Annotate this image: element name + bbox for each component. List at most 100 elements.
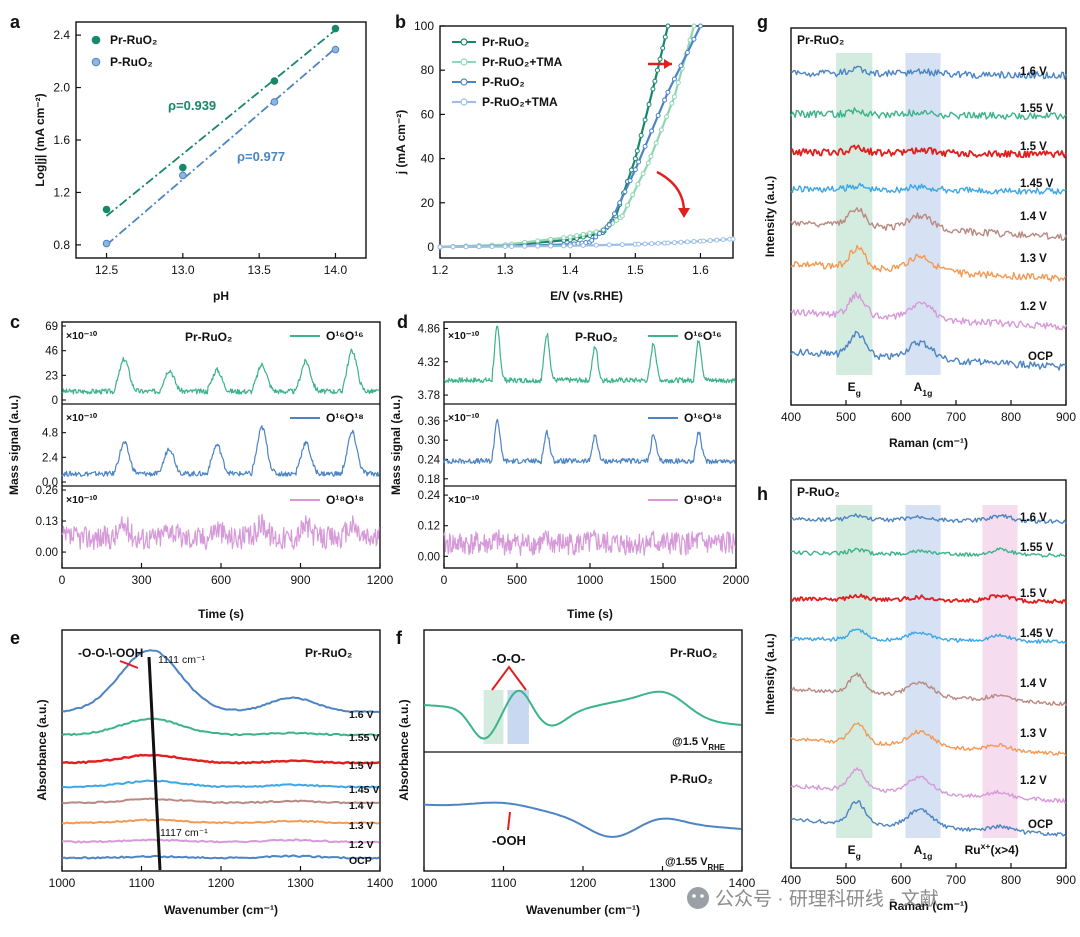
panel-b-marker-0 xyxy=(646,101,652,107)
panel-d-title-part: P-RuO₂ xyxy=(575,330,618,344)
panel-e-curve-label: 1.45 V xyxy=(349,784,379,796)
panel-h-band-label-eg-part: E xyxy=(848,843,856,857)
panel-h-curve-label: 1.3 V xyxy=(1020,728,1047,740)
panel-g-curve-7 xyxy=(790,330,1067,371)
panel-a-point-0 xyxy=(270,77,279,85)
panel-g-curve-6 xyxy=(790,291,1067,331)
panel-f-note-pointer xyxy=(491,665,527,691)
panel-h-curve-label: 1.6 V xyxy=(1020,512,1047,524)
panel-e-annotation-pointer xyxy=(119,660,139,669)
panel-e-xtick-label: 1200 xyxy=(208,876,235,890)
panel-c-xtick-label: 600 xyxy=(211,573,231,587)
panel-b-marker-1 xyxy=(587,230,593,236)
panel-c-ytick-label: 0.13 xyxy=(36,516,58,528)
panel-b-ytick-label: 60 xyxy=(421,107,435,121)
panel-b-ytick-label: 80 xyxy=(421,63,435,77)
panel-b-marker-1 xyxy=(664,114,670,120)
panel-e-xtick-label: 1000 xyxy=(49,876,76,890)
panel-c-trace-2 xyxy=(61,513,380,551)
panel-g-label: g xyxy=(757,12,768,32)
panel-b-ytick-label: 100 xyxy=(414,19,434,33)
panel-b-marker-2 xyxy=(636,159,642,165)
panel-c-ylabel: Mass signal (a.u.) xyxy=(7,395,21,495)
panel-b-legend-entry: P-RuO₂ xyxy=(482,75,525,89)
panel-c-trace-0 xyxy=(61,348,380,395)
panel-b-marker-2 xyxy=(662,97,668,103)
panel-b-marker-3 xyxy=(665,240,671,246)
panel-a-label: a xyxy=(10,12,21,32)
panel-h-xtick-label: 800 xyxy=(1001,873,1021,887)
panel-b-marker-3 xyxy=(714,237,720,243)
panel-b-marker-1 xyxy=(645,160,651,166)
panel-c-legend-entry: O¹⁶O¹⁶ xyxy=(326,329,364,343)
panel-b-ytick-label: 20 xyxy=(421,196,435,210)
panel-f-xtick-label: 1400 xyxy=(729,876,756,890)
panel-h-curve-3 xyxy=(790,628,1067,644)
panel-b-marker-2 xyxy=(600,227,606,233)
panel-e-curve-label: 1.4 V xyxy=(349,800,374,812)
panel-d-xtick-label: 500 xyxy=(507,573,527,587)
panel-h-curve-label: 1.4 V xyxy=(1020,678,1047,690)
panel-d-xtick-label: 2000 xyxy=(723,573,750,587)
panel-b-marker-3 xyxy=(437,244,443,250)
panel-f-potential-bottom-part: RHE xyxy=(708,863,725,872)
panel-b-xtick-label: 1.4 xyxy=(562,263,579,277)
panel-b-marker-3 xyxy=(655,240,661,246)
panel-b-marker-2 xyxy=(649,128,655,134)
panel-e-xtick-label: 1400 xyxy=(367,876,394,890)
panel-d-title: P-RuO₂ xyxy=(575,330,618,344)
panel-a-xtick-label: 14.0 xyxy=(324,263,348,277)
panel-h-band-label-a1g: A1g xyxy=(914,843,933,861)
panel-b-marker-2 xyxy=(589,237,595,243)
panel-b-marker-3 xyxy=(502,244,508,250)
panel-f-title-bottom-part: P-RuO₂ xyxy=(670,772,713,786)
panel-f-band-green xyxy=(483,690,504,744)
panel-a-fit-1 xyxy=(105,47,337,246)
panel-g-band-eg xyxy=(836,53,873,375)
panel-a-ytick-label: 2.0 xyxy=(53,81,70,95)
panel-b-marker-3 xyxy=(720,237,726,243)
panel-d-xlabel: Time (s) xyxy=(567,607,613,621)
panel-f-note-oo: -O-O- xyxy=(492,651,525,666)
panel-a-ylabel: Log|j| (mA cm⁻²) xyxy=(33,93,47,186)
panel-a-xtick-label: 13.5 xyxy=(247,263,271,277)
panel-d-ytick-label: 4.86 xyxy=(418,323,440,335)
panel-e-title: Pr-RuO₂ xyxy=(305,646,352,660)
panel-d-ytick-label: 4.32 xyxy=(418,357,440,369)
panel-b-marker-2 xyxy=(678,63,684,69)
panel-b-marker-3 xyxy=(522,243,528,249)
panel-b-legend-entry: Pr-RuO₂ xyxy=(482,35,529,49)
panel-b-marker-0 xyxy=(652,78,658,84)
panel-b-marker-1 xyxy=(658,127,664,133)
panel-b-legend-marker xyxy=(460,38,468,46)
panel-b-marker-0 xyxy=(638,132,644,138)
panel-b-marker-3 xyxy=(684,239,690,245)
panel-b-marker-2 xyxy=(632,167,638,173)
panel-g-curve-label: 1.4 V xyxy=(1020,211,1047,223)
panel-b-marker-2 xyxy=(627,178,633,184)
panel-e-curve-4 xyxy=(61,797,380,805)
panel-b-legend-marker xyxy=(460,78,468,86)
panel-d-xtick-label: 0 xyxy=(441,573,448,587)
panel-d-legend-entry: O¹⁸O¹⁸ xyxy=(684,493,722,507)
panel-b-marker-3 xyxy=(707,238,713,244)
panel-c-title: Pr-RuO₂ xyxy=(185,330,232,344)
panel-e-curve-0 xyxy=(61,649,380,714)
panel-b-marker-1 xyxy=(567,234,573,240)
panel-b-marker-3 xyxy=(463,244,469,250)
panel-f-band-blue xyxy=(507,690,529,744)
panel-a-legend-entry-part: Pr-RuO₂ xyxy=(110,33,157,47)
panel-b-marker-2 xyxy=(655,112,661,118)
panel-b-marker-1 xyxy=(671,94,677,100)
panel-h-band-eg xyxy=(836,505,873,838)
panel-b-ytick-label: 0 xyxy=(427,240,434,254)
panel-b-legend-marker xyxy=(460,58,468,66)
panel-d-ytick-label: 3.78 xyxy=(418,390,440,402)
panel-f-potential-top-part: RHE xyxy=(708,743,725,752)
panel-h-xtick-label: 700 xyxy=(946,873,966,887)
panel-g-xtick-label: 800 xyxy=(1001,410,1021,424)
panel-h-band-label-ru: Rux+(x>4) xyxy=(965,841,1019,857)
panel-c-scale: ×10⁻¹⁰ xyxy=(66,330,98,342)
panel-c-legend-entry: O¹⁶O¹⁸ xyxy=(326,411,364,425)
